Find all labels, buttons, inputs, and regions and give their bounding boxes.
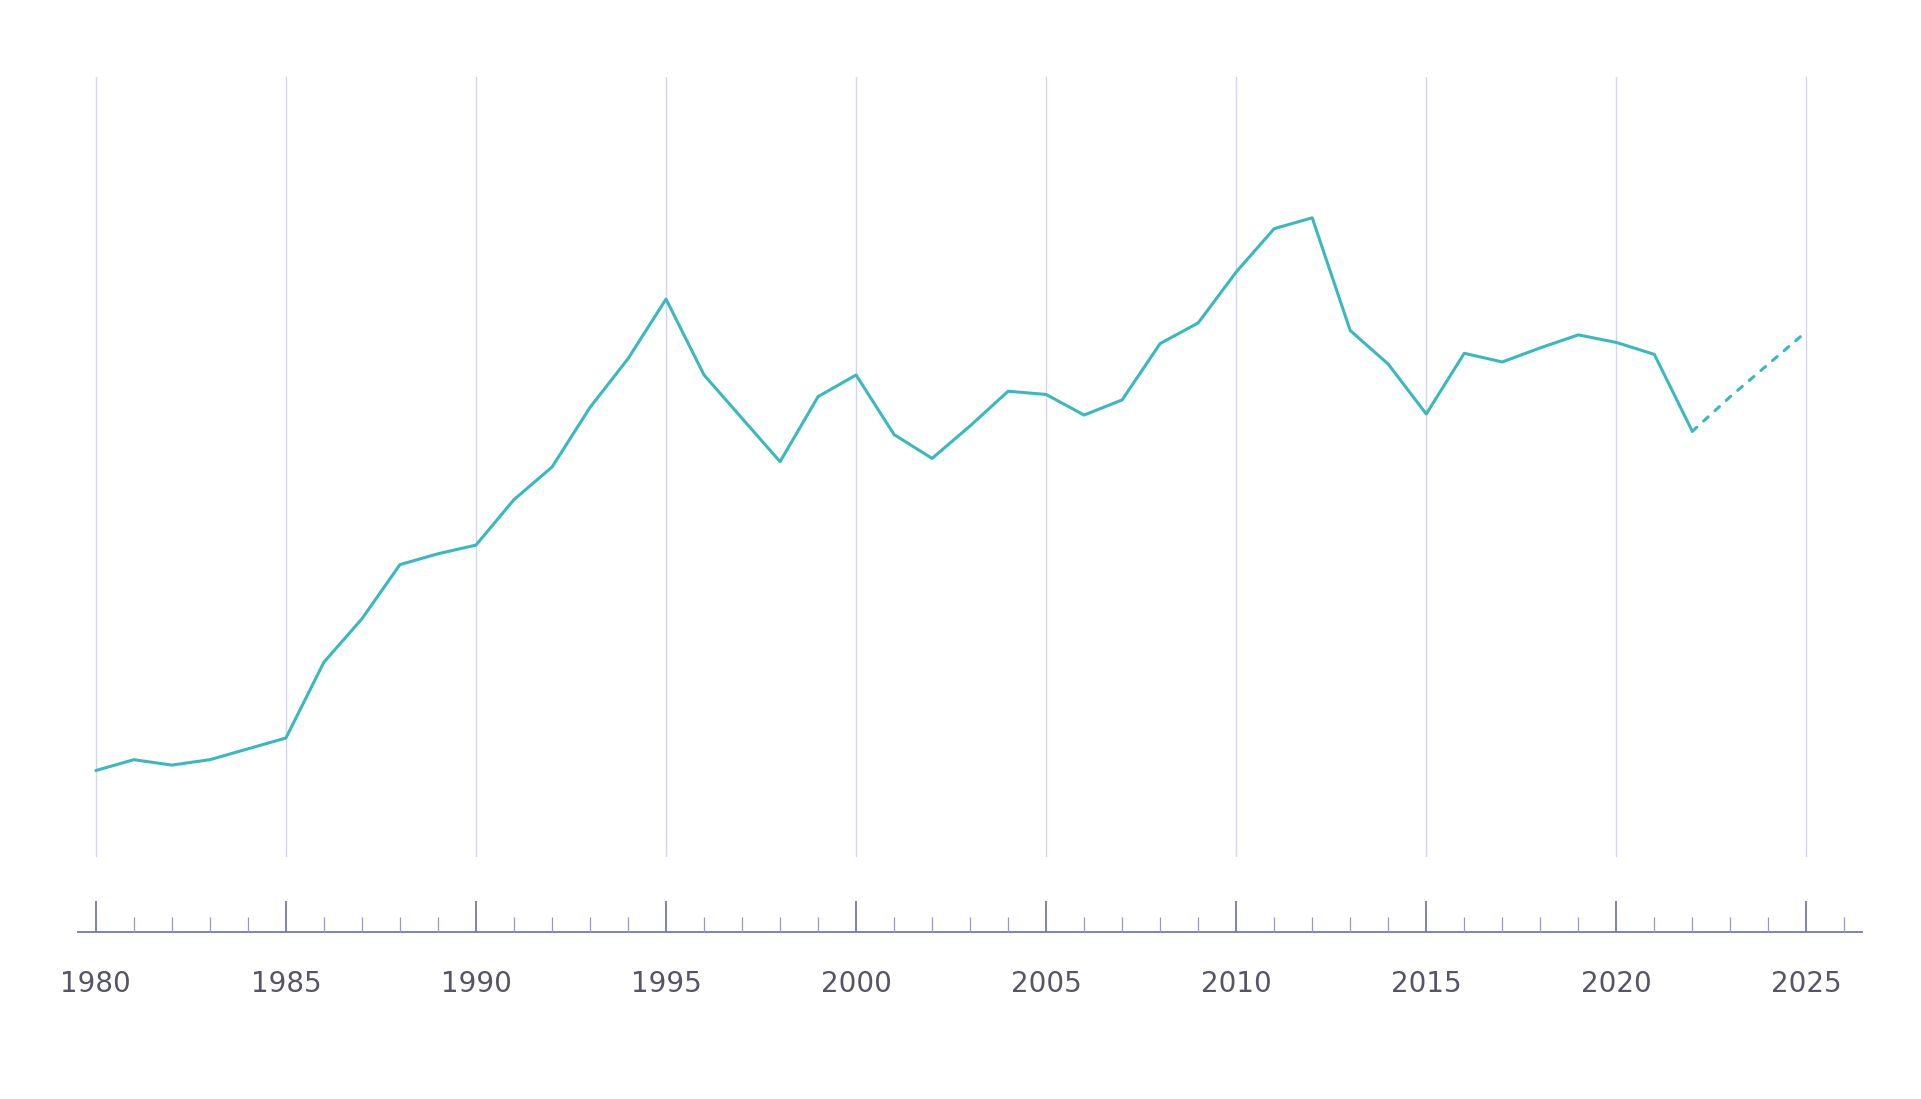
Text: 1980: 1980: [60, 969, 131, 998]
Text: 2020: 2020: [1581, 969, 1652, 998]
Text: 2005: 2005: [1010, 969, 1082, 998]
Text: 2010: 2010: [1201, 969, 1272, 998]
Text: 2000: 2000: [820, 969, 891, 998]
Text: 2015: 2015: [1391, 969, 1462, 998]
Text: 1990: 1990: [440, 969, 511, 998]
Text: 1995: 1995: [630, 969, 701, 998]
Text: 1985: 1985: [250, 969, 321, 998]
Text: 2025: 2025: [1771, 969, 1842, 998]
